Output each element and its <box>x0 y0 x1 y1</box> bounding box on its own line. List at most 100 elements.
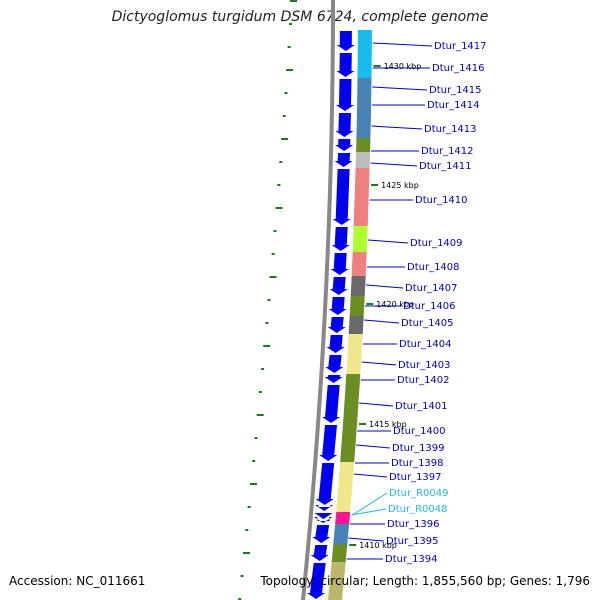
gene-label[interactable]: Dtur_1417 <box>434 41 487 52</box>
scale-ticks: 1430 kbp 1425 kbp 1420 kbp 1415 kbp 1410 kbp <box>349 62 421 550</box>
scale-tick-label: 1420 kbp <box>376 300 414 309</box>
gene-label[interactable]: Dtur_1414 <box>427 100 480 111</box>
label-leader-line <box>355 444 391 449</box>
tick-dot <box>289 23 292 25</box>
tick-dot <box>249 483 257 485</box>
tick-dot <box>282 115 286 117</box>
tick-dot <box>284 92 288 94</box>
cds-arrow <box>335 113 354 137</box>
cds-arrow <box>335 139 354 151</box>
cds-arrow <box>312 525 331 543</box>
cds-arrow <box>326 335 345 353</box>
cds-arrow <box>310 545 329 561</box>
gene-label[interactable]: Dtur_R0048 <box>388 504 447 515</box>
gene-label[interactable]: Dtur_1416 <box>432 63 485 74</box>
tick-dot <box>238 598 242 600</box>
feature-block <box>331 544 348 562</box>
gene-label[interactable]: Dtur_1394 <box>385 554 438 565</box>
feature-block <box>343 384 360 424</box>
gene-label[interactable]: Dtur_1397 <box>389 472 442 483</box>
feature-block <box>328 562 346 600</box>
tick-dot <box>267 299 271 301</box>
tick-dot <box>286 69 294 71</box>
gene-label[interactable]: Dtur_1401 <box>395 401 448 412</box>
gene-label[interactable]: Dtur_1408 <box>407 262 460 273</box>
tick-dot <box>277 184 281 186</box>
label-leader-line <box>364 319 400 324</box>
gene-label[interactable]: Dtur_1403 <box>398 360 451 371</box>
scale-tick-mark <box>366 303 374 305</box>
feature-block <box>353 168 370 226</box>
scale-tick-label: 1425 kbp <box>381 181 419 190</box>
tick-dot <box>256 414 264 416</box>
feature-color-track <box>328 30 372 600</box>
gene-label[interactable]: Dtur_1415 <box>429 85 482 96</box>
tick-dot <box>275 207 283 209</box>
cds-arrow-track <box>307 31 355 599</box>
cds-arrow <box>329 277 348 295</box>
feature-block <box>336 506 351 512</box>
scale-tick-label: 1415 kbp <box>369 420 407 429</box>
feature-block <box>346 354 362 374</box>
tick-dot <box>261 368 265 370</box>
cds-arrow <box>327 317 346 333</box>
label-leader-line <box>365 284 404 289</box>
gene-label[interactable]: Dtur_1410 <box>415 195 468 206</box>
label-leader-line <box>372 86 428 91</box>
gene-label[interactable]: Dtur_1409 <box>410 238 463 249</box>
tick-dot <box>258 391 262 393</box>
scale-tick-mark <box>359 423 366 425</box>
label-leader-line <box>370 162 418 167</box>
scale-tick-mark <box>371 184 379 186</box>
feature-block <box>350 276 366 296</box>
cds-arrow <box>307 563 326 599</box>
feature-block <box>345 374 361 384</box>
cds-arrow <box>336 53 355 77</box>
accession-text: Accession: NC_011661 <box>9 574 146 588</box>
gene-label[interactable]: Dtur_1400 <box>393 426 446 437</box>
gene-label[interactable]: Dtur_1405 <box>401 318 454 329</box>
feature-block <box>352 226 368 252</box>
gene-label[interactable]: Dtur_1407 <box>405 283 458 294</box>
gene-label[interactable]: Dtur_1399 <box>392 443 445 454</box>
gene-label[interactable]: Dtur_1411 <box>419 161 472 172</box>
gene-label[interactable]: Dtur_1398 <box>391 458 444 469</box>
label-leader-line <box>352 492 388 516</box>
cds-arrow <box>336 79 354 111</box>
label-leader-line <box>353 473 388 478</box>
gene-label[interactable]: Dtur_1412 <box>421 146 474 157</box>
cds-arrow <box>315 505 334 511</box>
cds-arrow <box>319 425 338 461</box>
tick-dot <box>269 276 277 278</box>
gene-label[interactable]: Dtur_1396 <box>387 519 440 530</box>
gene-label[interactable]: Dtur_1413 <box>424 124 477 135</box>
gene-label[interactable]: Dtur_1402 <box>397 375 450 386</box>
label-leader-line <box>361 361 397 366</box>
label-leader-line <box>367 239 409 244</box>
label-leader-line <box>372 42 433 47</box>
label-leader-line <box>351 508 387 516</box>
map-title: Dictyoglomus turgidum DSM 6724, complete… <box>111 9 489 25</box>
feature-block <box>347 334 363 354</box>
gene-label[interactable]: Dtur_1406 <box>403 301 456 312</box>
gene-label[interactable]: Dtur_1395 <box>386 536 439 547</box>
feature-block <box>348 316 364 334</box>
gene-label[interactable]: Dtur_R0049 <box>389 488 448 499</box>
feature-block <box>357 52 372 78</box>
label-leader-line <box>348 537 385 542</box>
tick-dot <box>243 552 250 554</box>
scale-tick-label: 1430 kbp <box>384 62 422 71</box>
feature-block <box>356 138 371 152</box>
feature-block <box>336 462 355 506</box>
feature-block <box>356 112 371 138</box>
tick-dot <box>240 575 244 577</box>
label-leader-line <box>371 125 423 130</box>
feature-block <box>335 520 350 524</box>
cds-arrow <box>330 253 349 275</box>
gene-label[interactable]: Dtur_1404 <box>399 339 452 350</box>
scale-tick-mark <box>373 65 381 67</box>
cds-arrow <box>334 153 353 167</box>
cds-arrow <box>331 227 350 251</box>
backbone-line <box>301 0 335 600</box>
